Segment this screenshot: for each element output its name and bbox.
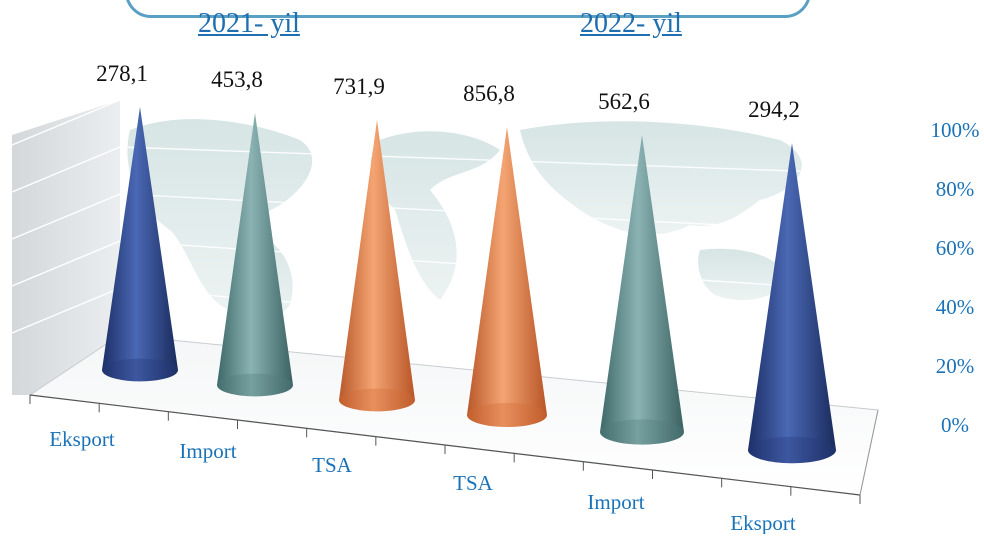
y-tick-label: 20% [936,354,975,378]
y-tick-label: 60% [936,236,975,260]
cone-import [217,113,293,397]
group-label-2021: 2021- yil [198,8,300,39]
side-gridline-2 [11,240,121,287]
cone-base-import [600,419,684,445]
side-gridline-1 [11,287,121,334]
cone-tsa [467,127,547,427]
gridline-4 [119,146,879,175]
category-label: Import [587,490,644,514]
value-label: 278,1 [96,61,148,86]
map-landmass-1 [127,119,313,310]
category-label: Import [179,439,236,463]
map-landmass-4 [698,248,790,300]
cone-base-import [217,373,293,397]
y-tick-label: 0% [941,413,969,437]
cone-base-tsa [339,388,415,412]
value-label: 731,9 [333,74,385,99]
cone-base-tsa [467,403,547,427]
category-label: TSA [312,453,353,477]
y-tick-label: 40% [936,295,975,319]
side-gridline-4 [11,146,121,193]
cone-eksport [748,143,836,464]
value-label: 453,8 [211,67,263,92]
world-map-background [127,119,802,320]
gridline-5 [119,99,879,116]
value-label: 562,6 [598,89,650,114]
side-gridline-5 [11,99,121,146]
value-label: 856,8 [463,81,515,106]
map-landmass-2 [370,131,500,300]
right-floor-edge [859,409,879,496]
cone-eksport [102,107,178,382]
cone-import [600,135,684,445]
group-label-2022: 2022- yil [580,8,682,39]
value-label: 294,2 [748,97,800,122]
cone-tsa [339,120,415,412]
y-tick-label: 100% [931,118,980,142]
side-gridline-3 [11,193,121,240]
cone-base-eksport [102,358,178,382]
cone-base-eksport [748,436,836,464]
category-label: TSA [453,471,494,495]
y-tick-label: 80% [936,177,975,201]
cone-series [102,107,836,464]
category-label: Eksport [49,427,114,451]
category-label: Eksport [730,511,795,534]
map-landmass-3 [520,121,802,235]
chart-labels: 0% 20% 40% 60% 80% 100% 278,1 453,8 731,9 856,8 56… [49,61,980,535]
